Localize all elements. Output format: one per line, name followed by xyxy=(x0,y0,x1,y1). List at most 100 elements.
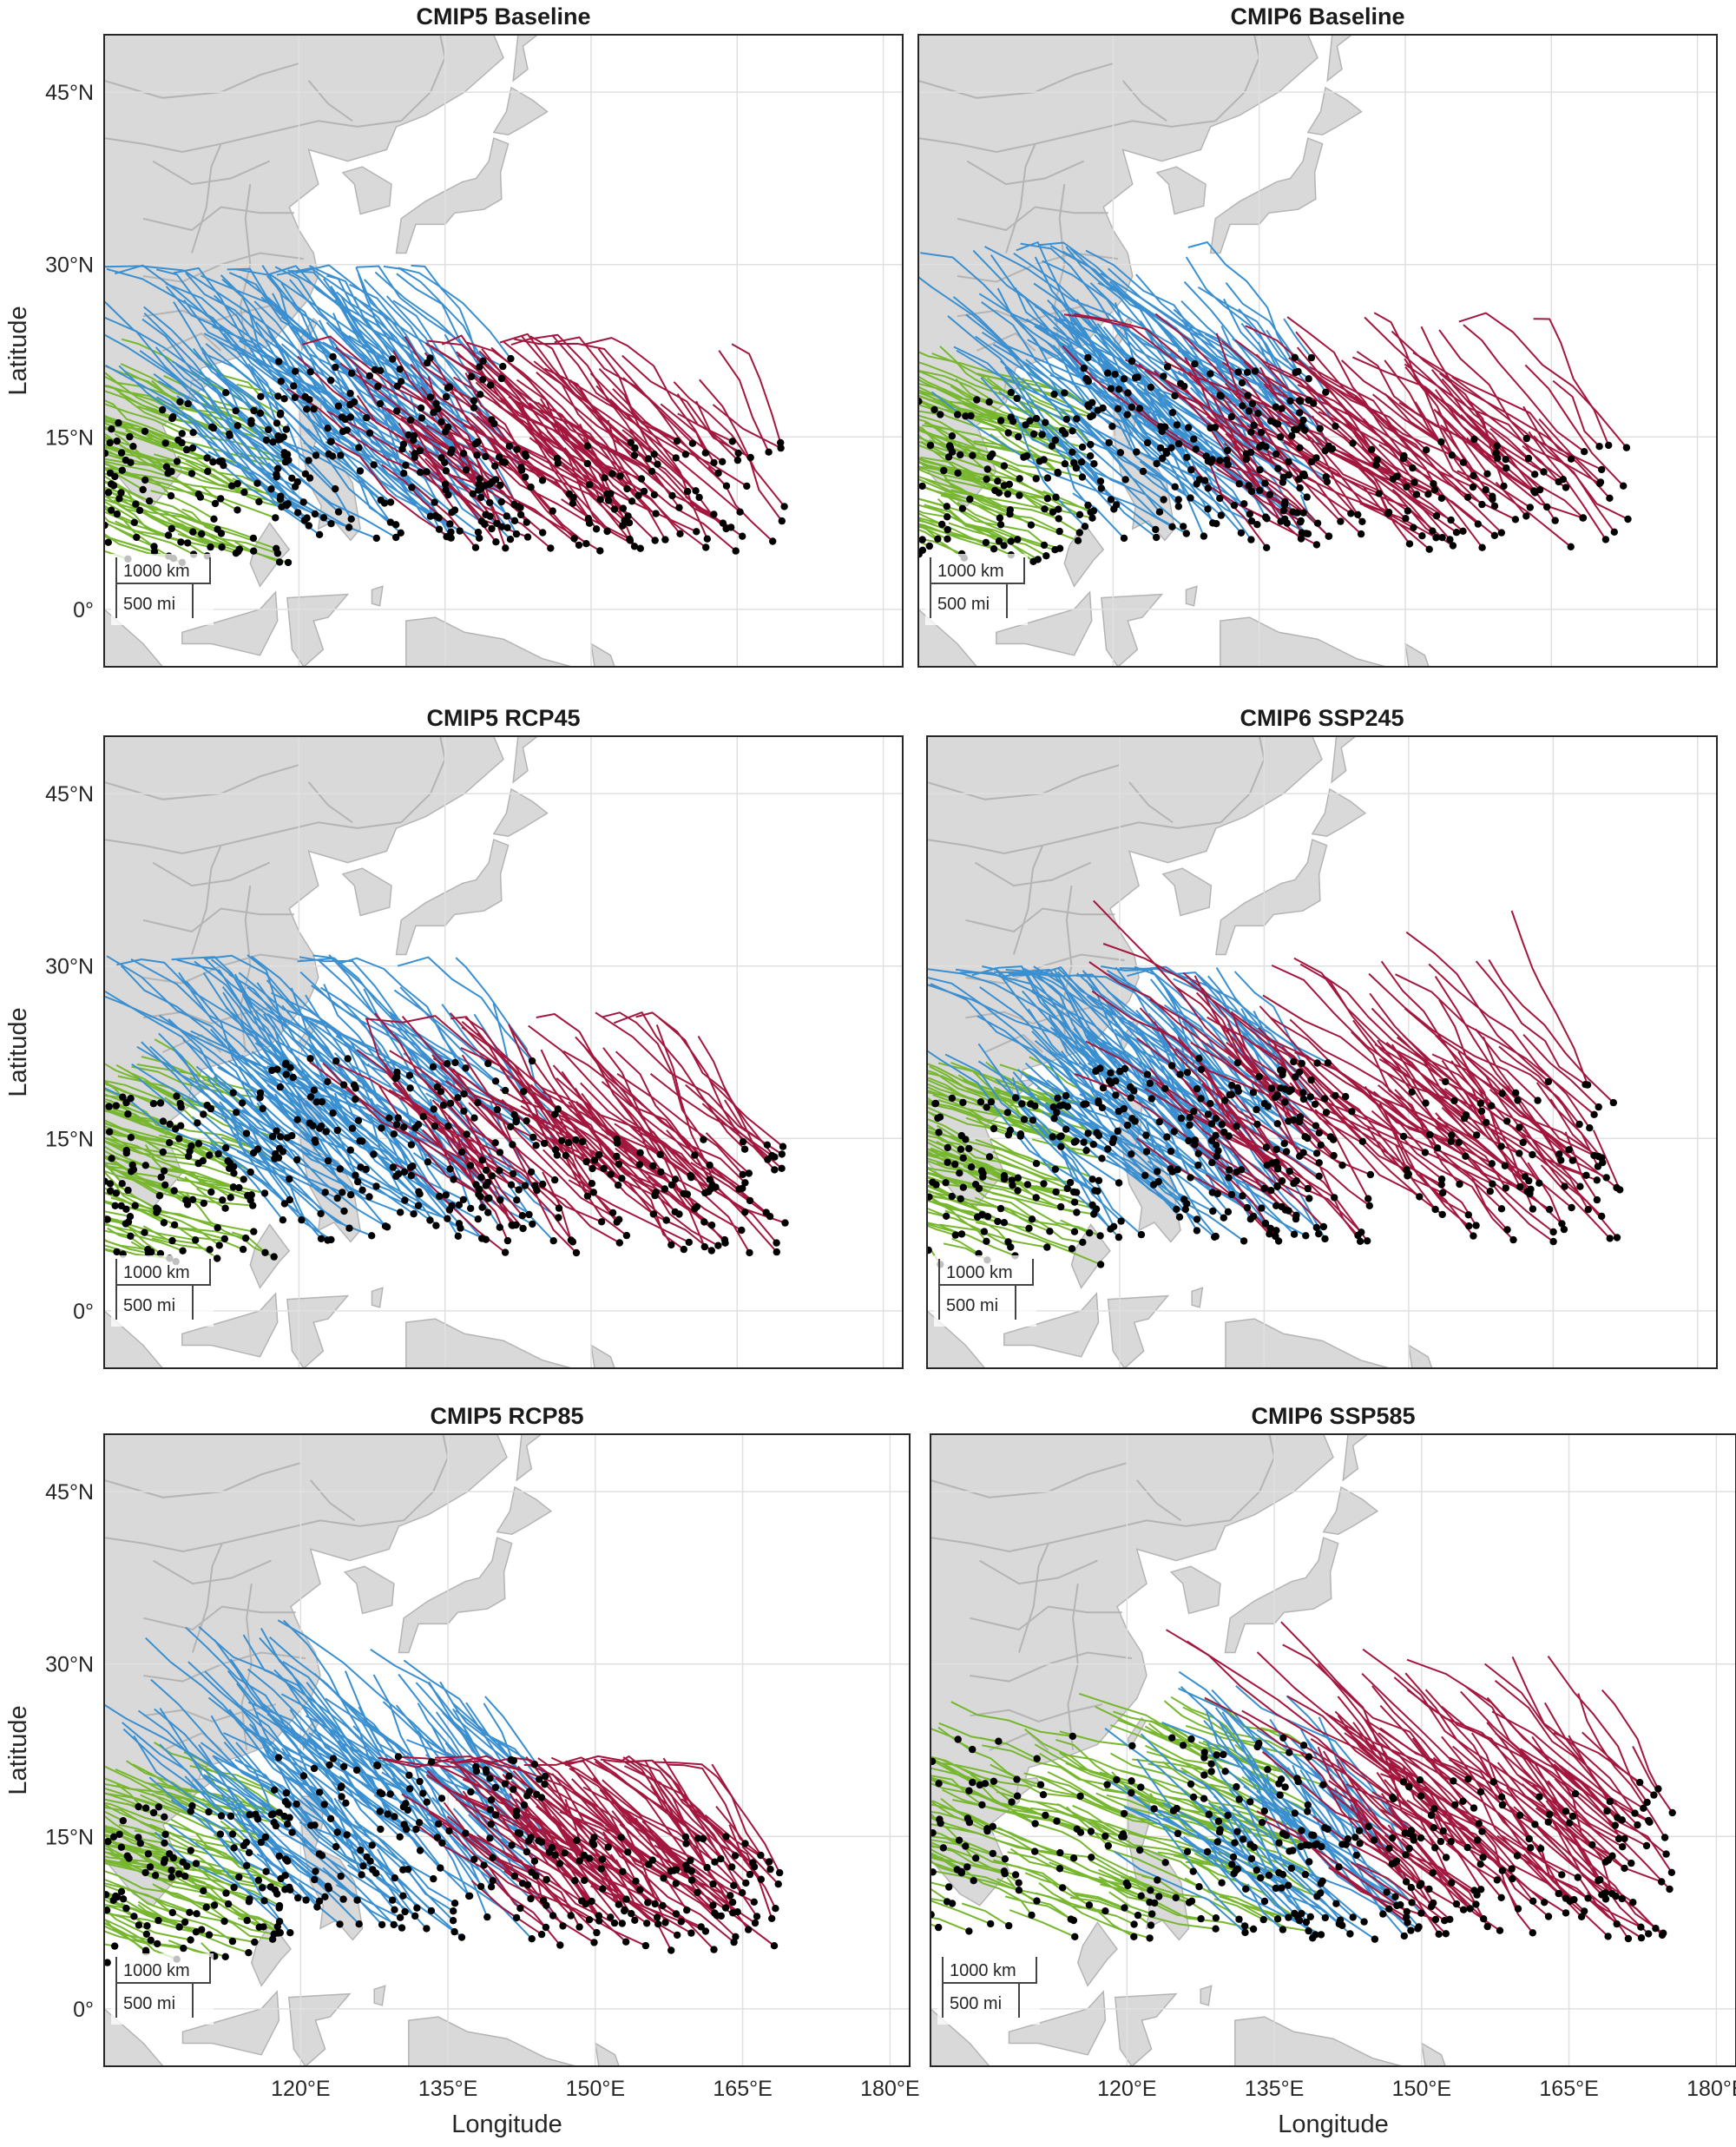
genesis-dot xyxy=(281,1886,289,1893)
track-red xyxy=(1564,1131,1598,1201)
province-border xyxy=(307,781,353,824)
track-blue xyxy=(1136,383,1178,426)
track-blue xyxy=(1155,461,1222,517)
track-green xyxy=(104,1180,105,1182)
genesis-dot xyxy=(1482,486,1489,494)
genesis-dot xyxy=(1247,428,1255,436)
genesis-dot xyxy=(235,1183,243,1192)
genesis-dot xyxy=(1312,454,1320,462)
genesis-dot xyxy=(661,1185,668,1193)
genesis-dot xyxy=(221,1953,229,1960)
genesis-dot xyxy=(681,1833,690,1841)
genesis-dot xyxy=(1295,1068,1304,1077)
track-red xyxy=(1533,435,1615,533)
track-blue xyxy=(1048,1015,1103,1109)
track-red xyxy=(1395,973,1595,1116)
genesis-dot xyxy=(344,1055,352,1063)
genesis-dot xyxy=(1029,1116,1037,1124)
genesis-dot xyxy=(971,1181,980,1189)
genesis-dot xyxy=(687,1171,694,1180)
genesis-dot xyxy=(1278,1202,1286,1211)
genesis-dot xyxy=(1291,353,1299,361)
genesis-dot xyxy=(131,1202,139,1209)
track-red xyxy=(582,1786,688,1870)
genesis-dot xyxy=(1051,1165,1060,1174)
genesis-dot xyxy=(1285,471,1293,479)
genesis-dot xyxy=(528,1057,536,1065)
track-red xyxy=(1444,1812,1549,1918)
genesis-dot xyxy=(242,1129,251,1137)
genesis-dot xyxy=(1225,1132,1233,1140)
genesis-dot xyxy=(595,1150,603,1159)
genesis-dot xyxy=(1031,1847,1039,1855)
track-green xyxy=(104,1907,148,1935)
track-green xyxy=(126,422,258,484)
genesis-dot xyxy=(1516,1149,1523,1157)
genesis-dot xyxy=(164,531,173,539)
genesis-dot xyxy=(682,1840,690,1847)
track-red xyxy=(593,1758,692,1861)
genesis-dot xyxy=(765,448,773,456)
genesis-dot xyxy=(1152,525,1160,534)
genesis-dot xyxy=(423,1798,431,1806)
genesis-dot xyxy=(1187,1780,1195,1788)
genesis-dot xyxy=(386,498,395,506)
genesis-dot xyxy=(477,493,485,502)
scale-bar-km-line xyxy=(930,557,1025,584)
province-border xyxy=(400,736,446,824)
track-blue xyxy=(449,1834,483,1887)
genesis-dot xyxy=(233,422,241,430)
track-red xyxy=(1418,1173,1470,1227)
genesis-dot xyxy=(1062,415,1071,424)
genesis-dot xyxy=(1186,1113,1194,1122)
genesis-dot xyxy=(1478,543,1486,551)
track-green xyxy=(939,1176,1062,1209)
genesis-dot xyxy=(293,477,301,486)
genesis-dot xyxy=(621,1906,628,1914)
genesis-dot xyxy=(1069,1732,1077,1741)
genesis-dot xyxy=(416,1847,424,1854)
genesis-dot xyxy=(667,1241,675,1249)
genesis-dot xyxy=(329,1755,338,1762)
track-green xyxy=(918,525,948,540)
track-red xyxy=(1524,364,1624,487)
genesis-dot xyxy=(1041,505,1049,513)
track-red xyxy=(1221,361,1364,523)
track-blue xyxy=(1235,1684,1414,1838)
genesis-dot xyxy=(505,442,513,451)
province-border xyxy=(974,861,1092,887)
genesis-dot xyxy=(334,402,343,410)
genesis-dot xyxy=(1239,1192,1246,1200)
land-shape xyxy=(1209,137,1324,254)
genesis-dot xyxy=(763,1141,772,1149)
genesis-dot xyxy=(1245,407,1253,415)
genesis-dot xyxy=(156,1099,165,1107)
genesis-dot xyxy=(1425,545,1433,553)
track-blue xyxy=(154,1831,280,1922)
genesis-dot xyxy=(595,1917,603,1925)
track-blue xyxy=(157,380,311,479)
track-blue xyxy=(352,1064,450,1127)
land-shape xyxy=(371,1287,384,1308)
track-red xyxy=(455,1798,601,1922)
province-border xyxy=(957,304,1089,323)
genesis-dot xyxy=(1331,1194,1338,1202)
genesis-dot xyxy=(217,1812,226,1820)
genesis-dot xyxy=(194,1159,202,1168)
genesis-dot xyxy=(539,529,547,537)
track-green xyxy=(918,477,1061,533)
genesis-dot xyxy=(486,381,495,389)
genesis-dot xyxy=(1105,438,1113,447)
genesis-dot xyxy=(1338,1162,1346,1169)
genesis-dot xyxy=(416,446,424,455)
genesis-dot xyxy=(1286,397,1294,405)
genesis-dot xyxy=(1063,1184,1071,1193)
genesis-dot xyxy=(232,407,240,415)
genesis-dot xyxy=(229,1183,238,1191)
lat-tick-label: 0° xyxy=(73,1300,94,1324)
genesis-dot xyxy=(1313,519,1322,527)
genesis-dot xyxy=(161,1181,169,1189)
genesis-dot xyxy=(447,528,455,536)
genesis-dot xyxy=(711,1858,719,1866)
genesis-dot xyxy=(230,1169,238,1177)
